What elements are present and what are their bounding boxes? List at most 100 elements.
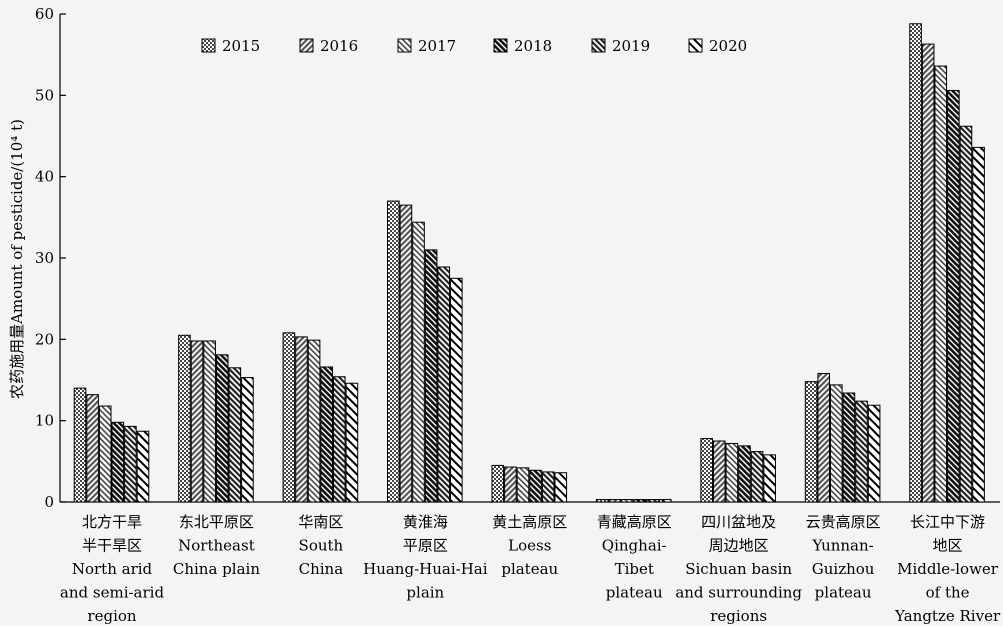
category-label-line: Qinghai- [602,537,667,555]
category-label-line: plateau [815,584,872,602]
bar-2015-7 [804,381,818,503]
bar-2017-0 [98,405,112,503]
bar-2020-4 [554,472,568,503]
category-label-line: Guizhou [812,560,875,578]
category-label-6: 四川盆地及周边地区 Sichuan basin and surrounding reg… [675,513,802,625]
legend-label-2020: 2020 [709,37,747,55]
category-label-line: Northeast [178,537,255,555]
legend-swatch-2016 [299,38,314,53]
category-label-line: 云贵高原区 [806,513,881,531]
bar-2018-6 [738,445,751,503]
bars [73,23,985,503]
category-label-line: 黄土高原区 [492,513,567,531]
category-label-0: 北方干旱半干旱区 North arid and semi-arid region [60,513,165,625]
legend-label-2017: 2017 [418,37,456,55]
legend-swatch-2019 [591,38,606,53]
category-label-line: 北方干旱 [82,513,142,531]
category-label-line: 东北平原区 [179,513,254,531]
legend-label-2018: 2018 [514,37,552,55]
bar-2015-3 [387,200,400,503]
bar-2017-5 [621,499,634,503]
legend-swatch-2018 [493,38,508,53]
bar-2018-5 [633,499,647,503]
category-labels: 北方干旱半干旱区 North arid and semi-arid region 东北平… [60,513,1001,625]
bar-2018-2 [320,366,333,503]
bar-2019-7 [855,400,868,503]
bar-2017-7 [830,384,843,503]
bar-2016-4 [504,466,517,503]
category-label-line: 平原区 [403,537,448,555]
legend-swatch-2017 [397,38,412,53]
category-label-line: China plain [173,560,260,578]
bar-2018-8 [947,89,960,503]
bar-2019-6 [750,451,764,503]
y-tick-label: 50 [35,86,54,104]
category-label-line: 半干旱区 [82,537,142,555]
category-label-5: 青藏高原区 Qinghai- Tibet plateau [597,513,672,602]
category-label-1: 东北平原区 Northeast China plain [173,513,260,578]
bar-2019-3 [437,266,451,503]
bar-2020-3 [450,277,463,503]
bar-2016-7 [817,372,831,503]
bar-2020-6 [763,454,776,503]
category-label-line: 黄淮海 [403,513,448,531]
bar-2019-4 [541,471,555,503]
bar-2015-0 [73,387,87,503]
category-label-line: 青藏高原区 [597,513,672,531]
bar-2019-1 [228,367,242,503]
bar-2018-4 [529,469,542,503]
y-tick-label: 20 [35,330,54,348]
category-label-line: 地区 [933,537,963,555]
bar-2015-1 [178,334,191,503]
category-label-line: Middle-lower [897,560,999,578]
category-label-line: 华南区 [298,513,343,531]
category-label-line: regions [710,607,767,625]
category-label-line: 四川盆地及 [701,513,776,531]
category-label-8: 长江中下游地区 Middle-lower of the Yangtze River [894,513,1001,625]
bar-2016-3 [399,204,413,503]
bar-2018-0 [111,421,125,503]
bar-2019-5 [646,499,659,503]
y-tick-label: 10 [35,412,54,430]
bar-2017-2 [307,339,321,503]
legend-swatch-2015 [201,38,216,53]
category-label-line: 长江中下游 [910,513,985,531]
category-label-line: plateau [501,560,558,578]
category-label-line: and surrounding [675,584,802,602]
category-label-line: Tibet [615,560,654,578]
category-label-line: and semi-arid [60,584,165,602]
bar-2020-8 [972,146,985,503]
bar-2017-3 [412,221,425,503]
category-label-line: plateau [606,584,663,602]
y-tick-label: 30 [35,249,54,267]
bar-2020-0 [136,430,150,503]
bar-2015-4 [491,464,505,503]
bar-2017-4 [516,467,530,503]
bar-2016-8 [921,43,935,503]
bar-2018-1 [215,354,229,503]
legend-label-2015: 2015 [222,37,260,55]
category-label-line: plain [406,584,444,602]
bar-2018-3 [424,249,438,503]
bar-2020-5 [658,499,672,503]
y-axis-title: 农药施用量Amount of pesticide/(10⁴ t) [8,119,26,399]
category-label-line: China [299,560,344,578]
bar-2019-0 [124,425,137,503]
category-label-line: South [299,537,344,555]
category-label-line: Sichuan basin [685,560,792,578]
bar-2019-2 [332,376,346,503]
bar-2015-5 [595,499,609,503]
category-label-line: North arid [72,560,153,578]
legend-label-2019: 2019 [612,37,650,55]
category-label-2: 华南区 South China [298,513,343,578]
y-tick-label: 60 [35,5,54,23]
bar-2019-8 [959,125,973,503]
category-label-line: Huang-Huai-Hai [363,560,488,578]
bar-2016-6 [712,440,726,503]
bar-2015-8 [909,23,922,503]
category-label-line: Loess [508,537,551,555]
y-tick-label: 0 [44,493,54,511]
category-label-4: 黄土高原区 Loess plateau [492,513,567,578]
legend-swatch-2020 [688,38,703,53]
